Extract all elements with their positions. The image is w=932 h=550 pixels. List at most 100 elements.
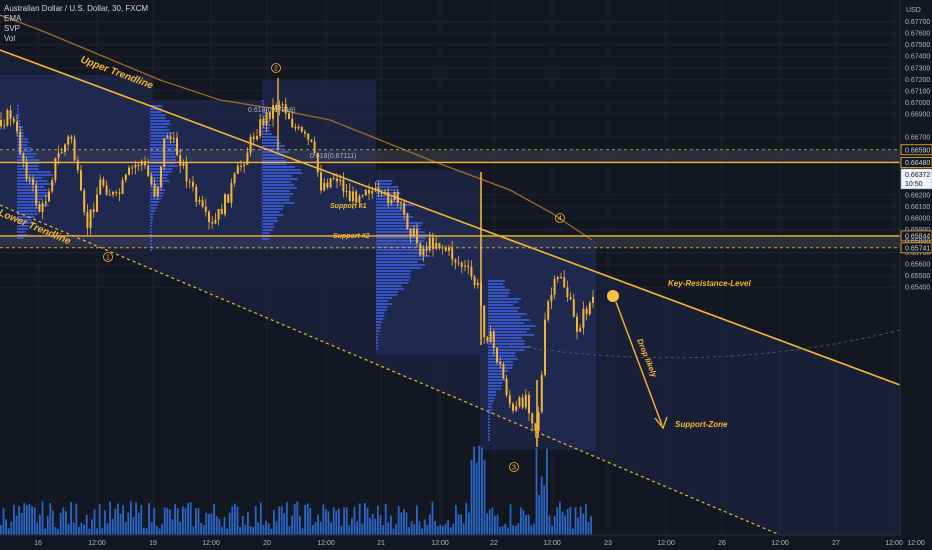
candle-body bbox=[448, 247, 450, 251]
profile-2-row bbox=[150, 243, 152, 245]
profile-3-row bbox=[262, 229, 273, 231]
profile-5-row bbox=[488, 295, 509, 297]
candle-body bbox=[505, 378, 508, 396]
candle-body bbox=[547, 301, 550, 320]
candle-body bbox=[192, 182, 194, 187]
time-tick-15: 12:00 bbox=[885, 540, 903, 547]
indicator-ema[interactable]: EMA bbox=[4, 14, 22, 23]
volume-bar bbox=[83, 524, 85, 535]
profile-1-row bbox=[17, 195, 50, 197]
candle-body bbox=[67, 136, 70, 145]
profile-5-row bbox=[488, 427, 490, 429]
volume-bar bbox=[130, 501, 132, 535]
profile-5-row bbox=[488, 415, 491, 417]
price-tag-4: 0.65800 bbox=[905, 239, 930, 246]
profile-5-row bbox=[488, 292, 510, 294]
time-tick-12: 26 bbox=[718, 540, 726, 547]
candle-body bbox=[572, 299, 575, 317]
profile-1-row bbox=[17, 192, 49, 194]
profile-1-row bbox=[17, 186, 45, 188]
volume-bar bbox=[429, 514, 431, 535]
volume-bar bbox=[312, 524, 314, 535]
profile-2-row bbox=[150, 195, 163, 197]
profile-4-row bbox=[376, 321, 382, 323]
candle-body bbox=[531, 413, 534, 424]
profile-5-row bbox=[488, 289, 510, 291]
volume-bar bbox=[257, 522, 260, 535]
candle-body bbox=[233, 173, 236, 184]
volume-bar bbox=[561, 511, 564, 535]
volume-bar bbox=[577, 517, 579, 535]
volume-bar bbox=[314, 522, 317, 535]
candle-body bbox=[512, 403, 514, 411]
candle-body bbox=[112, 191, 114, 195]
candle-body bbox=[252, 136, 255, 140]
candle-body bbox=[390, 199, 393, 204]
candle-body bbox=[326, 182, 329, 188]
candle-body bbox=[272, 105, 274, 119]
indicator-svp[interactable]: SVP bbox=[4, 24, 21, 33]
profile-1-row bbox=[17, 159, 40, 161]
profile-3-row bbox=[262, 130, 271, 132]
volume-bar bbox=[244, 524, 247, 535]
volume-bar bbox=[148, 502, 150, 535]
volume-bar bbox=[195, 508, 197, 535]
symbol-title[interactable]: Australian Dollar / U.S. Dollar, 30, FXC… bbox=[4, 4, 149, 13]
volume-bar bbox=[36, 522, 39, 535]
candle-body bbox=[25, 161, 28, 180]
price-tick-4: 0.67300 bbox=[905, 65, 930, 72]
volume-bar bbox=[397, 505, 400, 535]
volume-bar bbox=[520, 507, 522, 535]
price-tag-5: 0.65741 bbox=[905, 245, 930, 252]
candle-body bbox=[28, 178, 31, 180]
profile-2-row bbox=[150, 228, 152, 230]
profile-3-row bbox=[262, 100, 264, 102]
volume-bar bbox=[525, 515, 527, 535]
volume-bar bbox=[262, 524, 265, 535]
profile-4-row bbox=[376, 303, 392, 305]
profile-2-row bbox=[150, 120, 170, 122]
profile-3-row bbox=[262, 133, 273, 135]
profile-2-row bbox=[150, 180, 170, 182]
volume-bar bbox=[423, 519, 426, 535]
profile-5-row bbox=[488, 340, 525, 342]
candle-body bbox=[409, 228, 412, 237]
profile-1-row bbox=[17, 138, 28, 140]
drawings[interactable] bbox=[0, 49, 901, 536]
profile-4-row bbox=[376, 249, 428, 251]
volume-bar bbox=[418, 521, 421, 535]
candle-body bbox=[204, 206, 207, 212]
volume-bar bbox=[416, 505, 418, 535]
volume-bar bbox=[275, 521, 278, 535]
profile-5 bbox=[488, 280, 536, 441]
price-axis[interactable]: USD 0.67700 0.67600 0.67500 0.67400 0.67300 0.… bbox=[899, 0, 932, 550]
profile-4-row bbox=[376, 339, 378, 341]
volume-bar bbox=[26, 505, 28, 535]
volume-bar bbox=[80, 522, 83, 535]
volume-bar bbox=[132, 517, 135, 535]
volume-bar bbox=[514, 525, 517, 535]
profile-5-row bbox=[488, 400, 495, 402]
volume-bar bbox=[546, 448, 548, 535]
profile-3-row bbox=[262, 217, 277, 219]
volume-bar bbox=[44, 528, 46, 535]
candle-body bbox=[300, 126, 303, 132]
indicator-vol[interactable]: Vol bbox=[4, 34, 16, 43]
volume-bar bbox=[202, 524, 205, 535]
candle-body bbox=[486, 337, 489, 343]
time-tick-3: 12:00 bbox=[202, 540, 220, 547]
profile-4-row bbox=[376, 345, 378, 347]
volume-bar bbox=[377, 505, 379, 535]
volume-bar bbox=[585, 504, 587, 535]
time-axis[interactable]: 16 12:00 19 12:00 20 12:00 21 12:00 22 12:00 23 12:… bbox=[0, 534, 925, 550]
volume-bar bbox=[348, 525, 351, 535]
candle-body bbox=[476, 282, 479, 286]
profile-2-row bbox=[150, 159, 176, 161]
volume-bar bbox=[512, 525, 514, 535]
candle-body bbox=[214, 219, 217, 224]
profile-3-row bbox=[262, 208, 283, 210]
profile-3 bbox=[262, 100, 303, 240]
volume-bar bbox=[39, 514, 41, 535]
profile-1-row bbox=[17, 117, 20, 119]
